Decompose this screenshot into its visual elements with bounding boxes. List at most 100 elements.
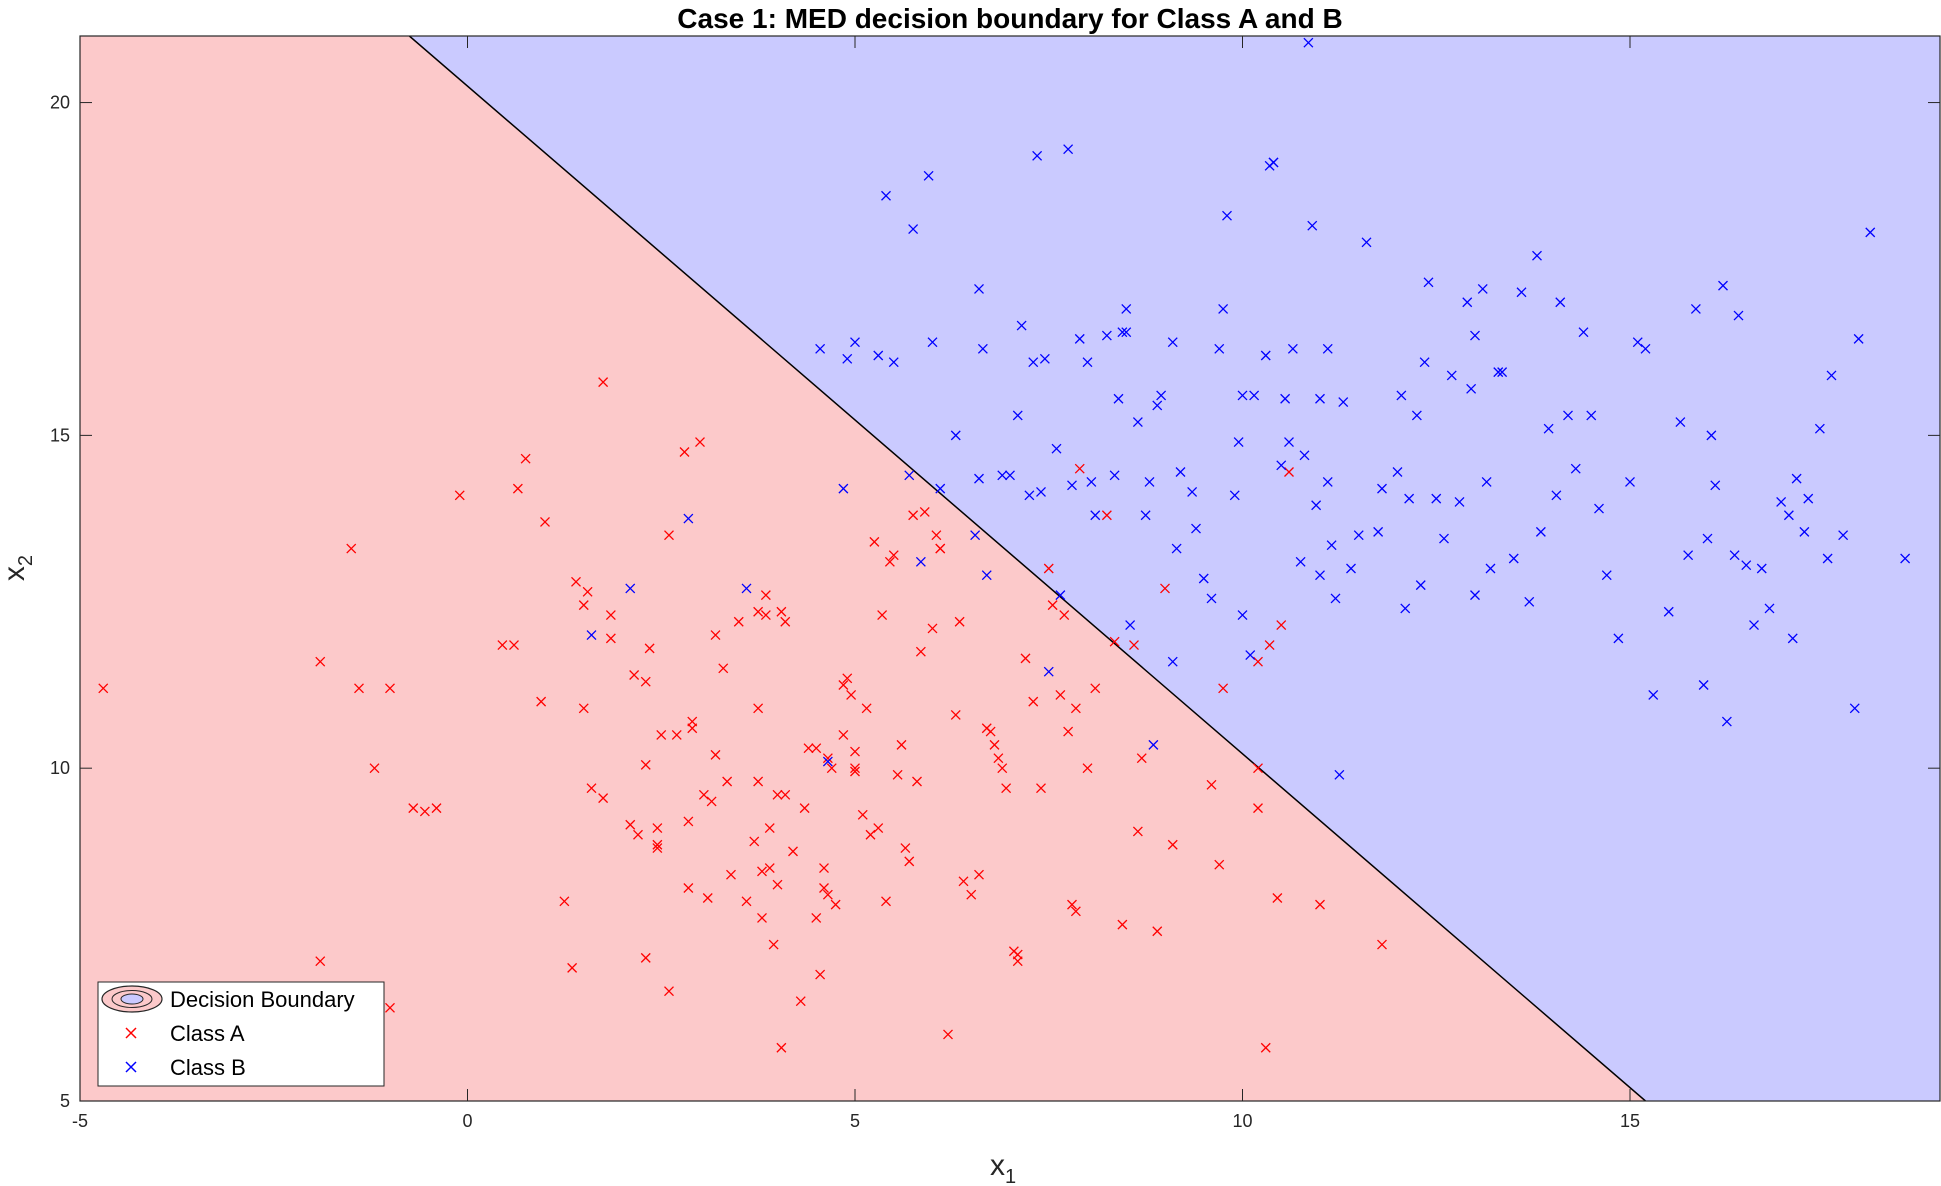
class-b-point — [1524, 596, 1535, 607]
class-a-point — [919, 506, 930, 517]
class-a-point — [815, 969, 826, 980]
class-a-point — [803, 743, 814, 754]
class-a-point — [605, 610, 616, 621]
class-a-point — [830, 899, 841, 910]
class-a-point — [776, 1042, 787, 1053]
class-b-point — [1206, 593, 1217, 604]
class-a-point — [753, 776, 764, 787]
class-b-point — [1601, 570, 1612, 581]
class-a-point — [652, 823, 663, 834]
class-b-point — [1237, 390, 1248, 401]
class-b-point — [1175, 467, 1186, 477]
class-b-point — [1578, 327, 1589, 338]
class-a-point — [1260, 1042, 1271, 1053]
class-a-point — [927, 623, 938, 634]
class-a-point — [346, 543, 357, 554]
class-b-point — [1144, 477, 1155, 487]
class-a-point — [865, 829, 876, 840]
class-b-point — [1900, 553, 1911, 564]
class-b-point — [838, 483, 849, 494]
class-b-point — [1485, 563, 1496, 574]
class-a-point — [966, 889, 977, 900]
class-b-point — [1198, 573, 1209, 584]
class-b-point — [1218, 303, 1229, 314]
x-tick-label: 10 — [1232, 1111, 1252, 1131]
class-a-point — [722, 776, 733, 787]
class-b-point — [1718, 280, 1728, 291]
class-a-point — [873, 823, 884, 834]
class-a-point — [931, 530, 942, 541]
class-b-point — [1280, 393, 1291, 404]
class-b-point — [1481, 477, 1492, 487]
class-b-point — [1563, 410, 1573, 421]
class-a-point — [954, 616, 965, 627]
class-b-point — [1663, 606, 1674, 617]
class-a-point — [768, 939, 779, 950]
class-b-point — [1005, 470, 1015, 481]
class-b-point — [881, 190, 891, 201]
class-a-point — [819, 883, 829, 893]
class-b-point — [1508, 553, 1519, 564]
class-b-point — [1466, 383, 1477, 394]
class-a-point — [842, 673, 853, 684]
class-b-point — [1295, 556, 1306, 567]
class-b-point — [1315, 570, 1325, 581]
class-a-point — [640, 759, 651, 770]
class-b-point — [1392, 467, 1403, 477]
class-a-point — [419, 806, 430, 817]
class-b-point — [1171, 543, 1182, 554]
class-a-point — [857, 809, 868, 820]
class-b-point — [904, 470, 915, 481]
class-b-point — [974, 473, 984, 484]
class-a-point — [884, 556, 895, 567]
class-a-point — [753, 606, 764, 617]
class-a-point — [908, 510, 919, 521]
class-b-point — [915, 556, 926, 567]
class-b-point — [1322, 343, 1333, 354]
class-a-point — [1001, 783, 1012, 794]
class-b-point — [1423, 277, 1434, 288]
x-axis-label: x1 — [990, 1149, 1016, 1186]
class-a-point — [772, 789, 783, 800]
x-tick-label: 15 — [1620, 1111, 1640, 1131]
class-b-point — [1326, 540, 1337, 551]
class-b-point — [822, 756, 833, 767]
class-a-point — [1253, 763, 1263, 774]
class-b-point — [1710, 480, 1721, 491]
class-b-point — [1411, 410, 1422, 421]
y-tick-label: 5 — [60, 1091, 70, 1111]
class-b-point — [977, 343, 988, 354]
class-a-point — [904, 856, 915, 867]
class-a-point — [997, 763, 1008, 774]
class-a-point — [315, 656, 326, 667]
class-a-point — [497, 640, 508, 651]
class-b-point — [1063, 144, 1074, 155]
class-a-point — [1070, 906, 1081, 917]
class-a-point — [695, 437, 705, 447]
class-a-point — [985, 726, 996, 737]
class-a-point — [98, 683, 109, 694]
class-b-point — [1334, 769, 1345, 780]
class-b-point — [1284, 437, 1294, 447]
chart-title: Case 1: MED decision boundary for Class … — [677, 3, 1342, 34]
class-b-point — [741, 583, 752, 594]
class-a-point — [788, 846, 798, 857]
class-a-point — [598, 377, 609, 388]
class-b-point — [1012, 410, 1023, 421]
class-a-point — [993, 753, 1004, 764]
class-b-point — [1121, 327, 1132, 338]
class-a-point — [811, 743, 822, 754]
class-a-point — [726, 869, 736, 880]
class-b-point — [1787, 633, 1798, 644]
class-b-point — [1303, 37, 1314, 48]
class-a-point — [385, 1002, 395, 1013]
class-a-point — [567, 962, 578, 973]
class-a-point — [1117, 919, 1128, 930]
class-b-point — [1101, 330, 1112, 341]
x-axis-label-subscript: 1 — [1005, 1166, 1016, 1186]
class-b-point — [1849, 703, 1860, 714]
class-a-point — [1206, 779, 1217, 790]
class-b-point — [1016, 320, 1027, 331]
class-a-point — [935, 543, 946, 554]
class-b-point — [1741, 560, 1752, 571]
